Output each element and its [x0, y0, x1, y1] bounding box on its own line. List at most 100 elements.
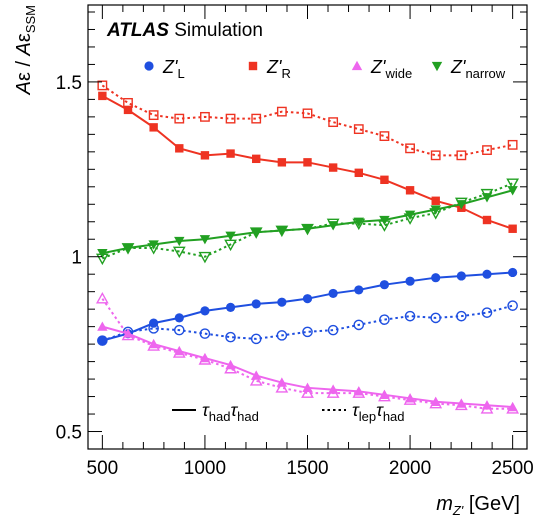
- style-legend-tau: τ: [352, 400, 360, 420]
- data-point: [302, 108, 313, 119]
- data-point: [225, 113, 236, 124]
- data-point: [200, 111, 210, 122]
- style-legend-tau: τ: [376, 400, 384, 420]
- style-legend-sub: had: [237, 409, 259, 424]
- x-axis-title-unit: [GeV]: [463, 493, 520, 515]
- data-point: [456, 310, 467, 322]
- data-point: [147, 339, 161, 351]
- data-point: [173, 324, 185, 336]
- y-tick-label: 1.5: [56, 73, 82, 94]
- data-point: [301, 386, 314, 398]
- data-point: [327, 324, 339, 336]
- legend-label-main: Z': [266, 57, 282, 77]
- series-5: [95, 292, 520, 414]
- data-point: [403, 393, 417, 405]
- data-point: [507, 139, 518, 150]
- data-point: [226, 149, 235, 158]
- data-point: [303, 158, 312, 167]
- legend-label-sub: narrow: [465, 66, 505, 81]
- data-point: [199, 328, 211, 339]
- style-legend-sub: had: [383, 409, 405, 424]
- y-axis-title: Aε / AεSSM: [13, 5, 38, 95]
- data-point: [123, 105, 133, 115]
- data-point: [508, 224, 517, 233]
- legend-marker: [431, 61, 443, 72]
- x-tick-label: 500: [87, 458, 119, 479]
- data-point: [482, 215, 492, 225]
- legend-label-main: Z': [162, 57, 178, 77]
- data-point: [454, 197, 468, 210]
- data-point: [174, 113, 185, 124]
- x-tick-label: 2500: [491, 458, 533, 479]
- data-point: [506, 402, 520, 414]
- series-line: [102, 271, 513, 342]
- data-point: [249, 227, 263, 239]
- style-legend-tau: τ: [230, 400, 238, 420]
- data-point: [198, 353, 212, 365]
- style-legend-sub: lep: [359, 409, 376, 424]
- data-point: [507, 186, 518, 196]
- data-point: [95, 253, 109, 266]
- y-axis-title-sub: SSM: [23, 5, 38, 33]
- legend-label: Z'L: [162, 57, 185, 81]
- x-axis-title: mZ' [GeV]: [436, 493, 520, 518]
- data-point: [482, 145, 492, 155]
- style-legend-sub: had: [209, 409, 231, 424]
- data-point: [97, 80, 108, 91]
- data-point: [352, 386, 366, 398]
- data-point: [353, 319, 365, 331]
- data-point: [353, 124, 364, 135]
- data-point: [199, 235, 211, 245]
- data-point: [276, 106, 287, 117]
- data-point: [430, 312, 442, 324]
- series-3: [97, 80, 518, 161]
- data-point: [275, 381, 289, 393]
- data-point: [172, 246, 186, 259]
- data-point: [249, 374, 263, 386]
- legend-label-main: Z': [450, 57, 466, 77]
- series-line: [102, 304, 513, 342]
- data-point: [481, 307, 493, 318]
- data-point: [123, 97, 133, 108]
- data-point: [276, 330, 288, 341]
- data-point: [174, 236, 185, 247]
- data-point: [277, 297, 287, 307]
- y-axis-title-a1: A: [13, 81, 35, 95]
- data-point: [456, 150, 467, 161]
- data-point: [225, 331, 236, 343]
- data-point: [482, 269, 492, 279]
- y-axis-title-a2: A: [13, 42, 35, 56]
- atlas-sublabel: Simulation: [169, 20, 263, 41]
- legend-label: Z'wide: [370, 57, 412, 81]
- data-point: [378, 220, 391, 232]
- plot-area: [95, 80, 520, 414]
- data-point: [95, 292, 109, 304]
- data-point: [224, 239, 237, 252]
- atlas-label: ATLAS Simulation: [106, 20, 263, 41]
- legend-marker: [248, 61, 258, 71]
- x-tick-label: 2000: [389, 458, 431, 479]
- series-line: [102, 189, 513, 255]
- data-point: [302, 294, 313, 304]
- data-point: [198, 251, 212, 264]
- x-tick-label: 1000: [184, 458, 226, 479]
- data-point: [508, 267, 518, 278]
- data-point: [175, 144, 184, 153]
- data-point: [97, 321, 108, 331]
- data-point: [224, 361, 237, 374]
- axes: 500 1000 1500 2000 2500 0.5 1 1.5: [56, 4, 534, 479]
- x-tick-label: 1500: [286, 458, 328, 479]
- series-line: [102, 325, 513, 409]
- legend-label-main: Z': [370, 57, 386, 77]
- data-point: [429, 396, 443, 409]
- data-point: [148, 110, 159, 121]
- data-point: [121, 328, 135, 341]
- data-point: [275, 225, 289, 238]
- legend-label: Z'narrow: [450, 57, 506, 81]
- data-point: [147, 243, 161, 255]
- data-point: [174, 313, 184, 323]
- legend-label-sub: R: [281, 66, 290, 81]
- data-point: [121, 243, 135, 255]
- data-point: [379, 314, 390, 325]
- data-point: [456, 271, 466, 281]
